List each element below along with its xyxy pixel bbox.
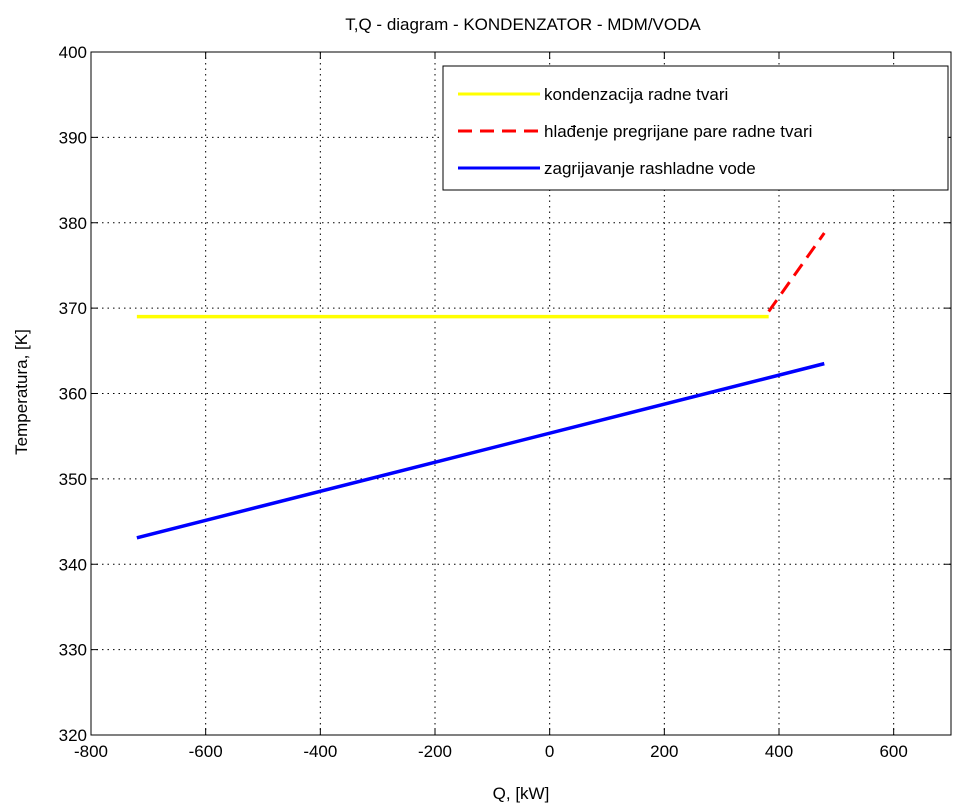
x-tick-label: 600: [879, 742, 907, 761]
y-tick-label: 400: [59, 43, 87, 62]
legend-label: hlađenje pregrijane pare radne tvari: [544, 122, 812, 141]
y-tick-label: 390: [59, 128, 87, 147]
y-tick-label: 350: [59, 470, 87, 489]
series-line-2: [767, 232, 826, 313]
grid: [91, 52, 951, 735]
y-axis-label: Temperatura, [K]: [12, 329, 31, 455]
legend: kondenzacija radne tvari hlađenje pregrij…: [442, 65, 949, 191]
x-tick-label: -600: [189, 742, 223, 761]
y-tick-label: 320: [59, 726, 87, 745]
axis-ticks: -800 -600 -400 -200 0 200 400 600 320 330 340 350 36…: [59, 43, 951, 761]
y-tick-label: 360: [59, 385, 87, 404]
x-tick-label: -400: [303, 742, 337, 761]
x-tick-label: -800: [74, 742, 108, 761]
x-tick-label: 200: [650, 742, 678, 761]
series-line-3: [136, 361, 825, 540]
y-tick-label: 340: [59, 555, 87, 574]
plot-series: [136, 232, 826, 540]
y-tick-label: 330: [59, 641, 87, 660]
legend-label: kondenzacija radne tvari: [544, 85, 728, 104]
x-tick-label: -200: [418, 742, 452, 761]
x-tick-label: 0: [545, 742, 554, 761]
y-tick-label: 370: [59, 299, 87, 318]
x-axis-label: Q, [kW]: [493, 784, 550, 803]
y-tick-label: 380: [59, 214, 87, 233]
chart-title: T,Q - diagram - KONDENZATOR - MDM/VODA: [345, 15, 701, 34]
x-tick-label: 400: [765, 742, 793, 761]
legend-label: zagrijavanje rashladne vode: [544, 159, 756, 178]
